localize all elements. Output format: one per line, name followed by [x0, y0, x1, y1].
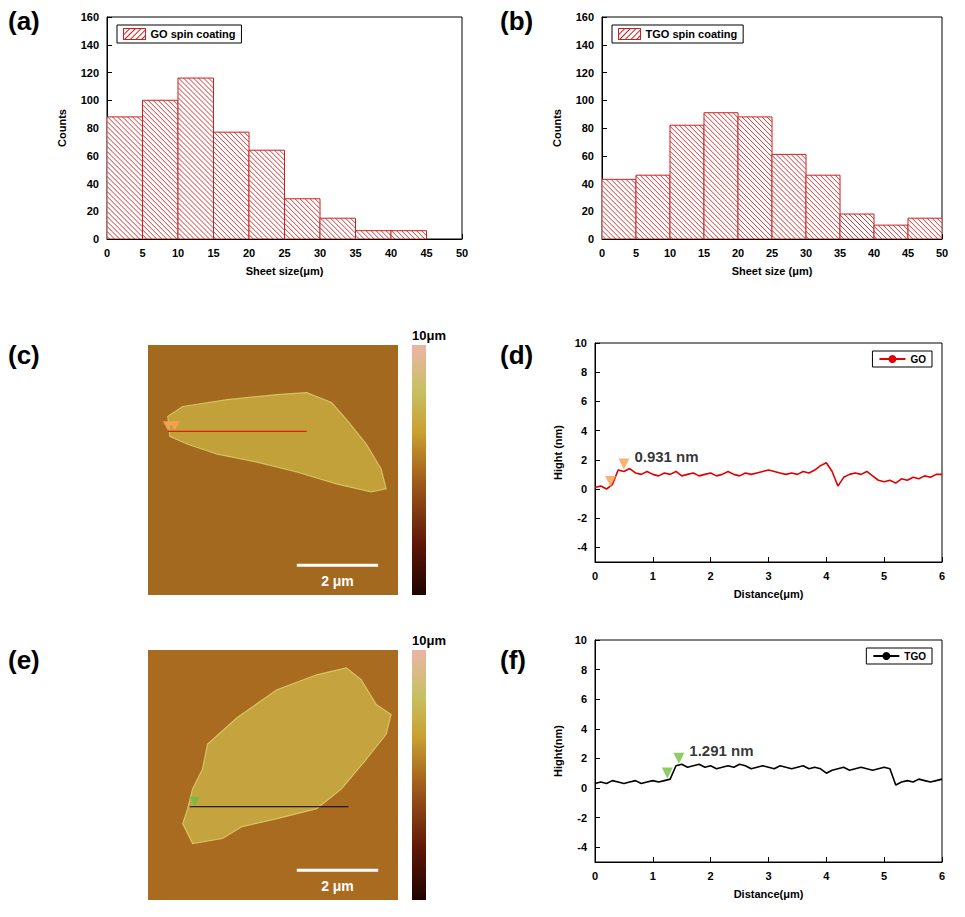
html-text:(c): (c) [8, 340, 40, 370]
svg-text:-2: -2 [577, 512, 587, 524]
svg-text:140: 140 [81, 39, 99, 51]
svg-text:4: 4 [581, 723, 588, 735]
html-text:(f): (f) [500, 645, 526, 675]
svg-text:TGO: TGO [904, 651, 926, 662]
svg-text:GO: GO [910, 354, 926, 365]
svg-text:Hight(nm): Hight(nm) [552, 725, 564, 777]
svg-text:4: 4 [823, 570, 830, 582]
html-text:(e): (e) [8, 645, 40, 675]
svg-text:-4: -4 [577, 841, 588, 853]
svg-text:15: 15 [698, 247, 710, 259]
svg-text:1: 1 [650, 570, 656, 582]
svg-text:60: 60 [582, 150, 594, 162]
svg-text:2: 2 [581, 454, 587, 466]
svg-text:10: 10 [575, 337, 587, 349]
svg-text:20: 20 [243, 247, 255, 259]
svg-text:5: 5 [881, 570, 887, 582]
svg-text:10: 10 [664, 247, 676, 259]
svg-text:160: 160 [576, 11, 594, 23]
svg-text:5: 5 [633, 247, 639, 259]
svg-text:20: 20 [582, 205, 594, 217]
svg-text:80: 80 [582, 122, 594, 134]
svg-text:40: 40 [868, 247, 880, 259]
svg-text:0: 0 [599, 247, 605, 259]
svg-text:0: 0 [588, 233, 594, 245]
svg-text:1.291 nm: 1.291 nm [689, 742, 753, 759]
svg-text:4: 4 [581, 425, 588, 437]
html-text:(b): (b) [500, 6, 534, 36]
svg-text:0: 0 [592, 870, 598, 882]
svg-text:Sheet size (μm): Sheet size (μm) [732, 265, 813, 277]
svg-text:-4: -4 [577, 541, 588, 553]
svg-text:140: 140 [576, 39, 594, 51]
svg-text:2 μm: 2 μm [321, 573, 354, 589]
html-text:(d): (d) [500, 340, 534, 370]
svg-text:80: 80 [87, 122, 99, 134]
svg-text:20: 20 [732, 247, 744, 259]
svg-text:10: 10 [575, 634, 587, 646]
svg-text:TGO spin coating: TGO spin coating [646, 28, 738, 40]
svg-text:6: 6 [939, 570, 945, 582]
svg-text:Distance(μm): Distance(μm) [734, 888, 804, 900]
svg-text:25: 25 [766, 247, 778, 259]
svg-text:2: 2 [708, 870, 714, 882]
svg-text:160: 160 [81, 11, 99, 23]
svg-text:2 μm: 2 μm [321, 878, 354, 894]
svg-text:45: 45 [420, 247, 432, 259]
svg-text:30: 30 [800, 247, 812, 259]
svg-text:8: 8 [581, 664, 587, 676]
svg-text:50: 50 [936, 247, 948, 259]
svg-text:1: 1 [650, 870, 656, 882]
svg-text:25: 25 [278, 247, 290, 259]
svg-text:40: 40 [87, 178, 99, 190]
svg-text:-2: -2 [577, 812, 587, 824]
svg-text:30: 30 [314, 247, 326, 259]
svg-text:2: 2 [581, 752, 587, 764]
svg-text:3: 3 [765, 870, 771, 882]
html-text:(a): (a) [8, 6, 40, 36]
svg-text:8: 8 [581, 366, 587, 378]
svg-text:10μm: 10μm [412, 328, 446, 343]
svg-text:Distance(μm): Distance(μm) [734, 588, 804, 600]
svg-text:0: 0 [581, 483, 587, 495]
svg-text:5: 5 [139, 247, 145, 259]
svg-text:Hight (nm): Hight (nm) [552, 425, 564, 480]
svg-text:2: 2 [708, 570, 714, 582]
svg-text:40: 40 [582, 178, 594, 190]
svg-text:60: 60 [87, 150, 99, 162]
svg-text:100: 100 [81, 94, 99, 106]
svg-text:0: 0 [93, 233, 99, 245]
svg-text:0.931 nm: 0.931 nm [634, 448, 698, 465]
svg-text:35: 35 [834, 247, 846, 259]
svg-text:5: 5 [881, 870, 887, 882]
svg-text:20: 20 [87, 205, 99, 217]
svg-text:45: 45 [902, 247, 914, 259]
svg-text:50: 50 [456, 247, 468, 259]
svg-text:6: 6 [939, 870, 945, 882]
svg-text:10: 10 [172, 247, 184, 259]
svg-text:6: 6 [581, 693, 587, 705]
svg-text:Sheet size(μm): Sheet size(μm) [246, 265, 324, 277]
svg-text:6: 6 [581, 395, 587, 407]
svg-text:GO spin coating: GO spin coating [151, 28, 236, 40]
svg-text:40: 40 [385, 247, 397, 259]
svg-text:4: 4 [823, 870, 830, 882]
svg-text:120: 120 [81, 67, 99, 79]
svg-text:35: 35 [349, 247, 361, 259]
svg-text:0: 0 [104, 247, 110, 259]
svg-text:0: 0 [581, 782, 587, 794]
svg-text:0: 0 [592, 570, 598, 582]
svg-text:Counts: Counts [56, 109, 68, 147]
svg-text:Counts: Counts [551, 109, 563, 147]
svg-text:10μm: 10μm [412, 633, 446, 648]
svg-text:120: 120 [576, 67, 594, 79]
svg-text:100: 100 [576, 94, 594, 106]
svg-text:15: 15 [207, 247, 219, 259]
svg-text:3: 3 [765, 570, 771, 582]
